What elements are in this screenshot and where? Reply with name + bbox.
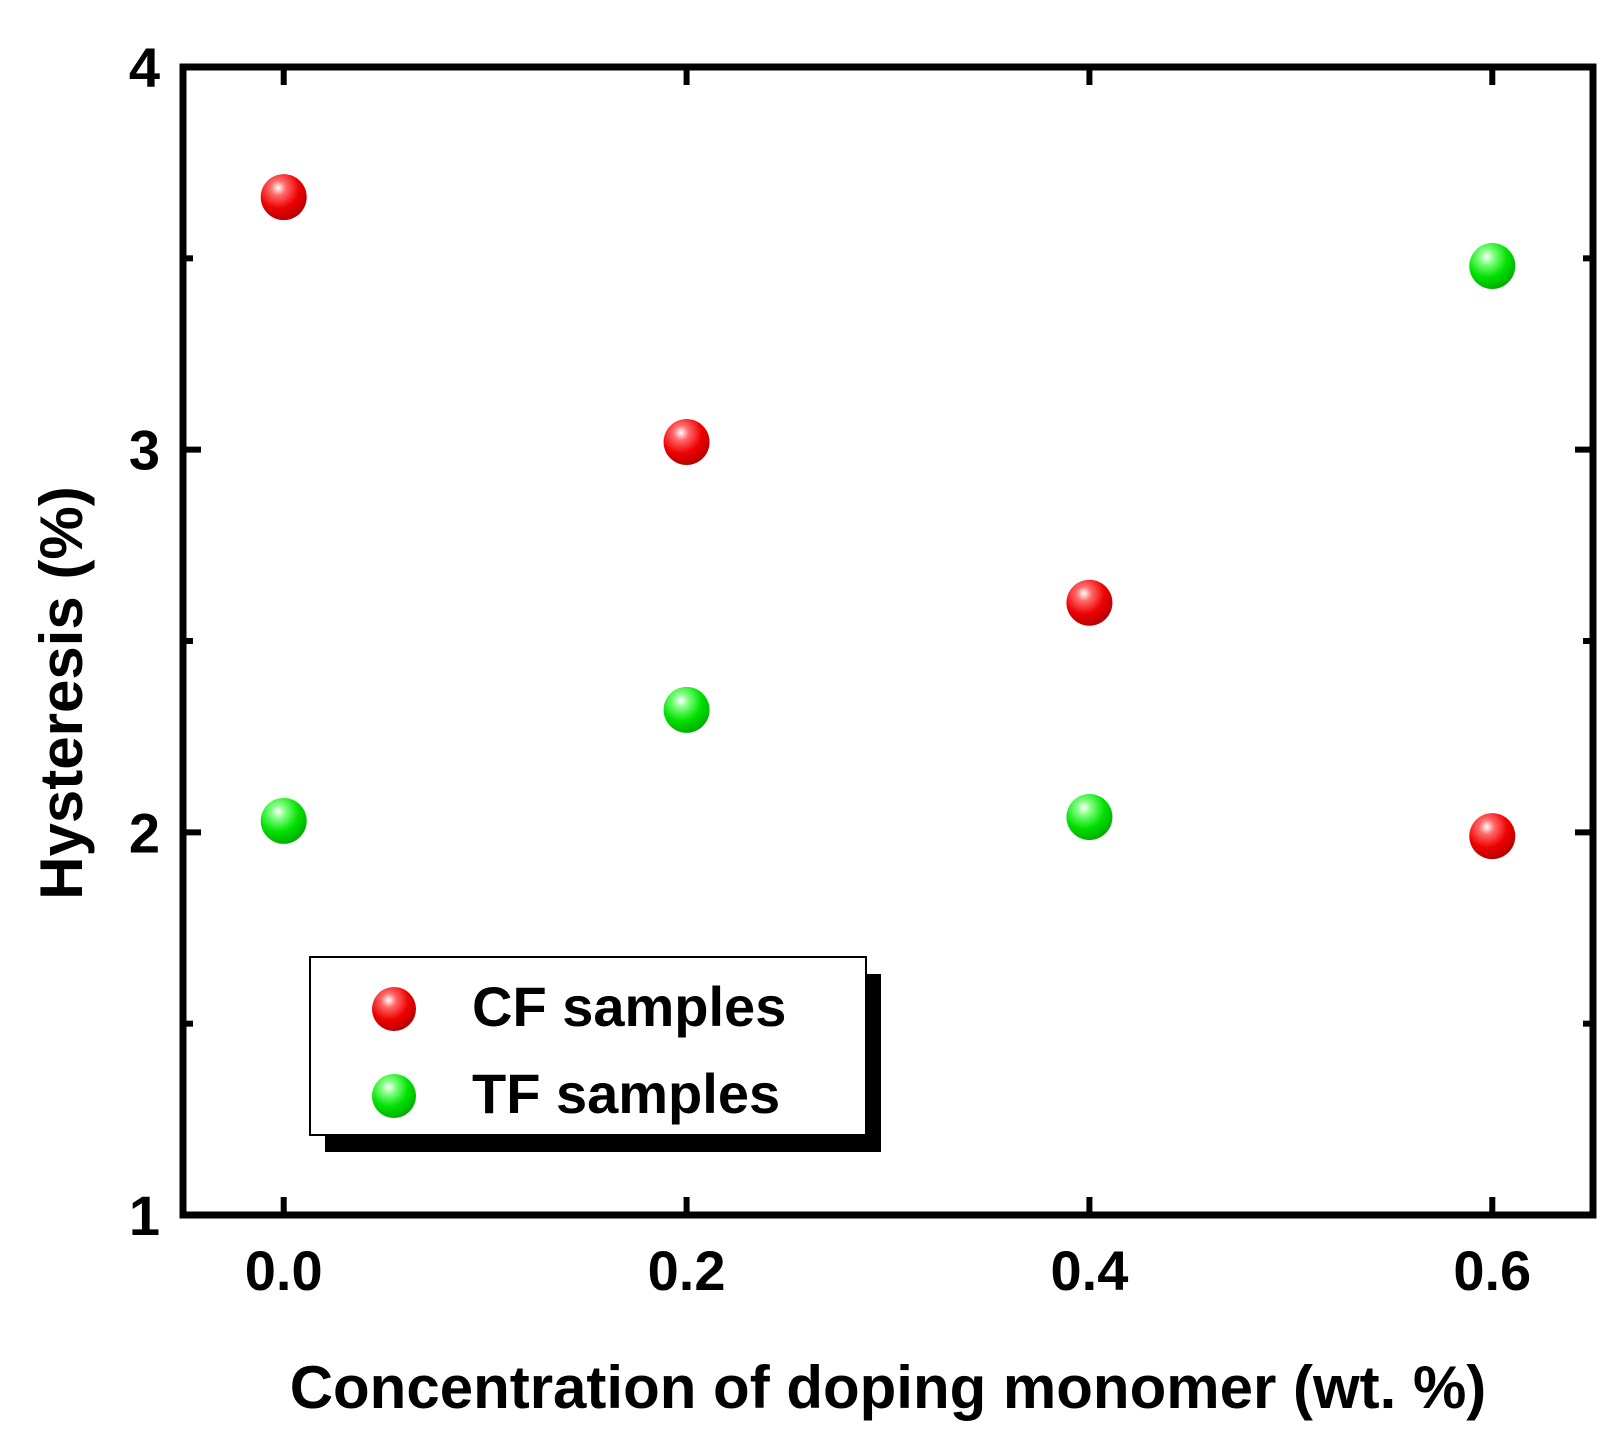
data-point-tf — [260, 797, 307, 844]
data-point-tf — [663, 686, 710, 733]
y-tick-label: 1 — [129, 1184, 160, 1247]
legend-label-tf: TF samples — [472, 1062, 780, 1125]
x-tick-label: 0.2 — [648, 1239, 726, 1302]
x-axis-label: Concentration of doping monomer (wt. %) — [290, 1354, 1487, 1421]
legend: CF samples TF samples — [309, 956, 881, 1152]
legend-marker-cf — [372, 987, 416, 1031]
y-tick-label: 3 — [129, 419, 160, 482]
y-tick-label: 4 — [129, 36, 160, 99]
y-axis-label: Hysteresis (%) — [28, 486, 95, 900]
data-points — [260, 174, 1516, 860]
data-point-tf — [1469, 242, 1516, 289]
data-point-cf — [663, 419, 710, 466]
x-tick-labels: 0.0 0.2 0.4 0.6 — [245, 1239, 1531, 1302]
data-point-cf — [260, 174, 307, 221]
legend-marker-tf — [372, 1074, 416, 1118]
legend-label-cf: CF samples — [472, 975, 786, 1038]
data-point-tf — [1066, 794, 1113, 841]
x-tick-label: 0.4 — [1050, 1239, 1128, 1302]
axis-ticks — [183, 64, 1593, 1218]
data-point-cf — [1066, 579, 1113, 626]
data-point-cf — [1469, 813, 1516, 860]
x-tick-label: 0.0 — [245, 1239, 323, 1302]
x-tick-label: 0.6 — [1453, 1239, 1531, 1302]
y-tick-label: 2 — [129, 801, 160, 864]
y-tick-labels: 1 2 3 4 — [129, 36, 160, 1247]
